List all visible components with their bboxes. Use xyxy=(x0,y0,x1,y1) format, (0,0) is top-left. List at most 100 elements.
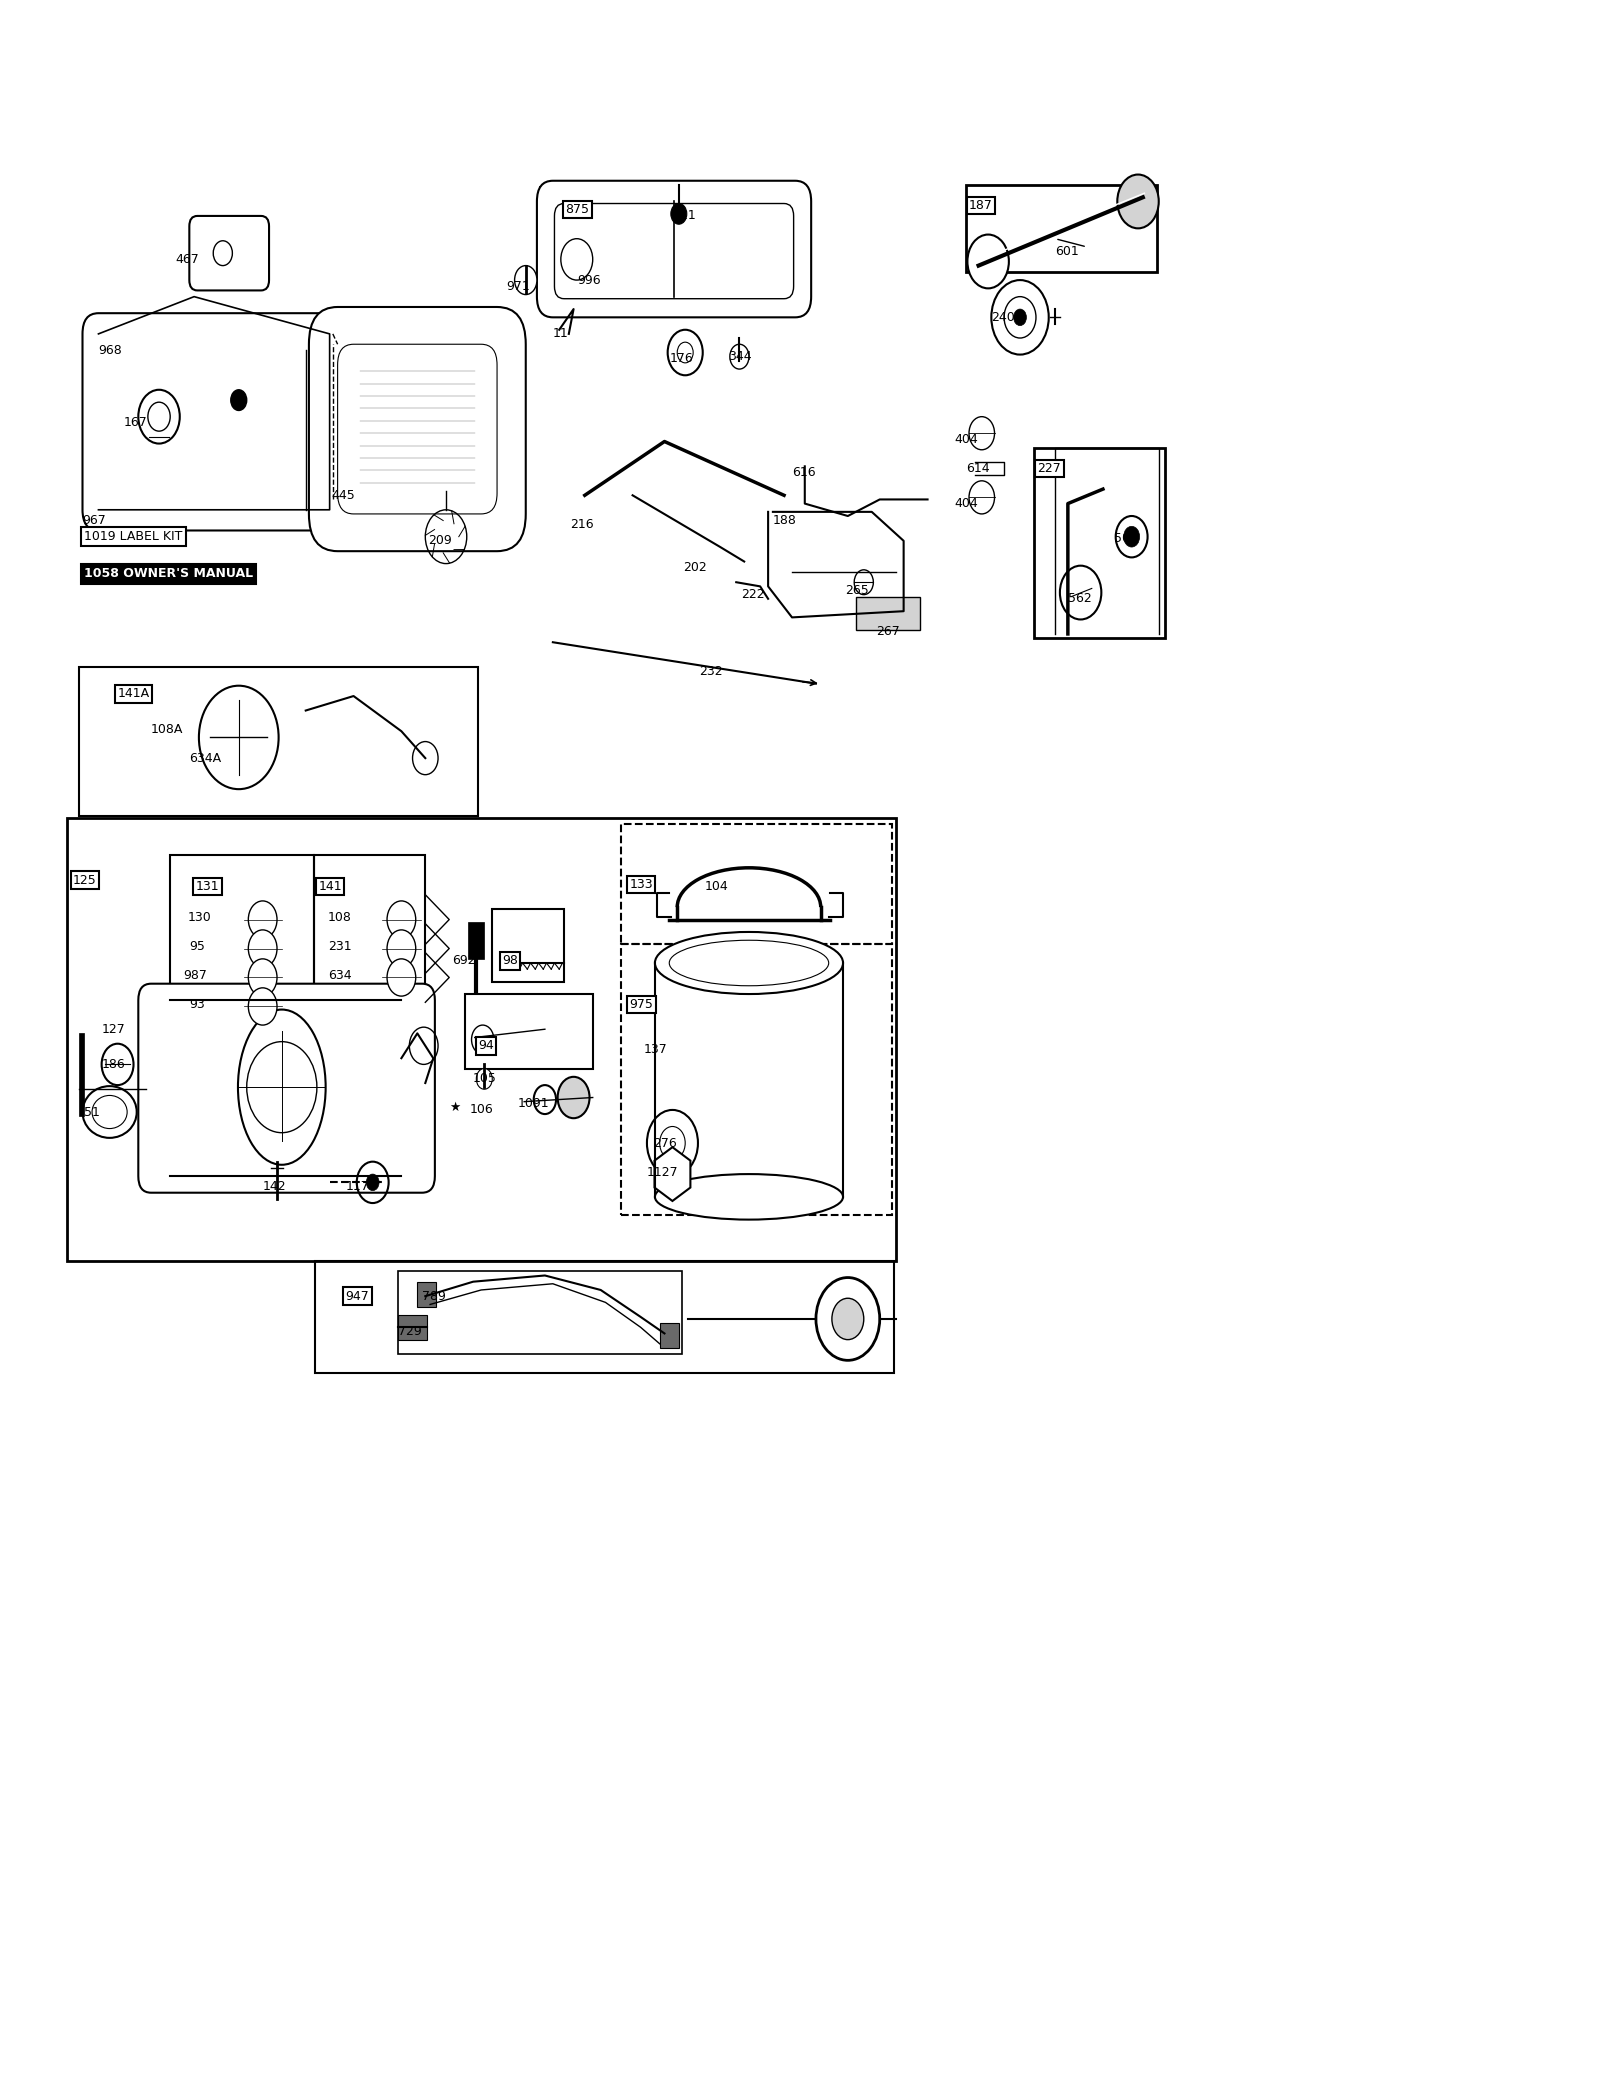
Text: 404: 404 xyxy=(955,434,979,446)
Ellipse shape xyxy=(654,932,843,994)
Text: 729: 729 xyxy=(398,1324,422,1338)
Bar xyxy=(966,185,1157,272)
Circle shape xyxy=(248,959,277,996)
Circle shape xyxy=(1117,174,1158,228)
Circle shape xyxy=(366,1174,379,1191)
FancyBboxPatch shape xyxy=(538,181,811,317)
Text: 634A: 634A xyxy=(189,751,221,764)
Text: 692: 692 xyxy=(453,954,477,967)
Text: 614: 614 xyxy=(966,463,989,475)
Text: 108: 108 xyxy=(328,911,352,923)
Text: 216: 216 xyxy=(570,519,594,531)
Text: 601: 601 xyxy=(1054,245,1078,257)
Circle shape xyxy=(832,1299,864,1340)
Circle shape xyxy=(1014,309,1027,326)
FancyBboxPatch shape xyxy=(309,307,526,552)
Text: 133: 133 xyxy=(629,878,653,890)
Text: 95: 95 xyxy=(189,940,205,952)
Circle shape xyxy=(1005,297,1035,338)
Circle shape xyxy=(477,1069,493,1089)
Text: 968: 968 xyxy=(99,344,122,357)
Circle shape xyxy=(968,234,1010,288)
Text: 106: 106 xyxy=(470,1104,494,1116)
FancyBboxPatch shape xyxy=(138,984,435,1193)
Bar xyxy=(621,824,893,944)
Text: 93: 93 xyxy=(189,998,205,1011)
Bar xyxy=(659,1324,678,1349)
Text: 108A: 108A xyxy=(150,722,184,737)
Circle shape xyxy=(102,1044,133,1085)
Text: 505: 505 xyxy=(1114,533,1138,546)
Text: 117: 117 xyxy=(346,1181,370,1193)
Circle shape xyxy=(248,930,277,967)
Circle shape xyxy=(387,959,416,996)
Circle shape xyxy=(387,901,416,938)
Text: 344: 344 xyxy=(728,351,752,363)
Circle shape xyxy=(1123,527,1139,548)
Text: 51: 51 xyxy=(85,1106,99,1118)
Text: 875: 875 xyxy=(566,203,590,216)
Bar xyxy=(469,921,485,959)
Text: 562: 562 xyxy=(1067,591,1091,606)
Circle shape xyxy=(562,239,592,280)
Text: 167: 167 xyxy=(123,417,147,430)
Text: 711: 711 xyxy=(672,210,696,222)
FancyBboxPatch shape xyxy=(189,216,269,290)
Text: 634: 634 xyxy=(328,969,352,981)
Text: 130: 130 xyxy=(187,911,211,923)
Bar xyxy=(1034,448,1165,639)
Circle shape xyxy=(670,203,686,224)
Text: 967: 967 xyxy=(83,515,106,527)
Bar xyxy=(67,818,896,1262)
Bar xyxy=(541,187,795,307)
Text: 231: 231 xyxy=(328,940,352,952)
Text: 789: 789 xyxy=(422,1291,446,1303)
Text: 947: 947 xyxy=(346,1291,370,1303)
Circle shape xyxy=(248,901,277,938)
Text: 975: 975 xyxy=(629,998,653,1011)
Circle shape xyxy=(472,1025,494,1054)
Text: 222: 222 xyxy=(741,587,765,602)
Text: 176: 176 xyxy=(669,353,693,365)
Bar xyxy=(315,1262,894,1374)
Text: 467: 467 xyxy=(174,253,198,266)
Text: 1127: 1127 xyxy=(646,1166,678,1179)
Bar xyxy=(314,855,426,1031)
Bar xyxy=(466,994,592,1069)
Text: 104: 104 xyxy=(704,880,728,892)
Circle shape xyxy=(515,266,538,295)
Text: 141A: 141A xyxy=(117,687,150,701)
Circle shape xyxy=(730,344,749,369)
Text: 125: 125 xyxy=(74,874,96,886)
Ellipse shape xyxy=(654,1174,843,1220)
Bar xyxy=(398,1272,682,1355)
Bar xyxy=(621,944,893,1216)
Text: 616: 616 xyxy=(792,467,816,479)
Text: 141: 141 xyxy=(318,880,342,892)
Text: 94: 94 xyxy=(478,1040,494,1052)
Text: 267: 267 xyxy=(877,625,901,639)
Text: 996: 996 xyxy=(576,274,600,286)
Text: 276: 276 xyxy=(653,1137,677,1150)
Circle shape xyxy=(992,280,1048,355)
Text: ★: ★ xyxy=(450,1102,461,1114)
Text: 1058 OWNER'S MANUAL: 1058 OWNER'S MANUAL xyxy=(85,566,253,581)
Text: 98: 98 xyxy=(502,954,518,967)
Circle shape xyxy=(1059,566,1101,620)
Text: 11: 11 xyxy=(554,328,568,340)
Text: 971: 971 xyxy=(507,280,530,293)
Text: 227: 227 xyxy=(1037,463,1061,475)
Bar xyxy=(418,1282,437,1307)
Circle shape xyxy=(558,1077,589,1118)
Text: 240: 240 xyxy=(992,311,1014,324)
Text: 202: 202 xyxy=(683,560,707,575)
Text: 127: 127 xyxy=(102,1023,125,1035)
Text: 209: 209 xyxy=(429,535,453,548)
FancyBboxPatch shape xyxy=(83,313,346,531)
Text: 987: 987 xyxy=(182,969,206,981)
Bar xyxy=(80,666,478,815)
Text: 1019 LABEL KIT: 1019 LABEL KIT xyxy=(85,531,182,544)
Bar xyxy=(398,1316,427,1340)
Text: 265: 265 xyxy=(845,583,869,598)
Bar xyxy=(493,909,565,981)
